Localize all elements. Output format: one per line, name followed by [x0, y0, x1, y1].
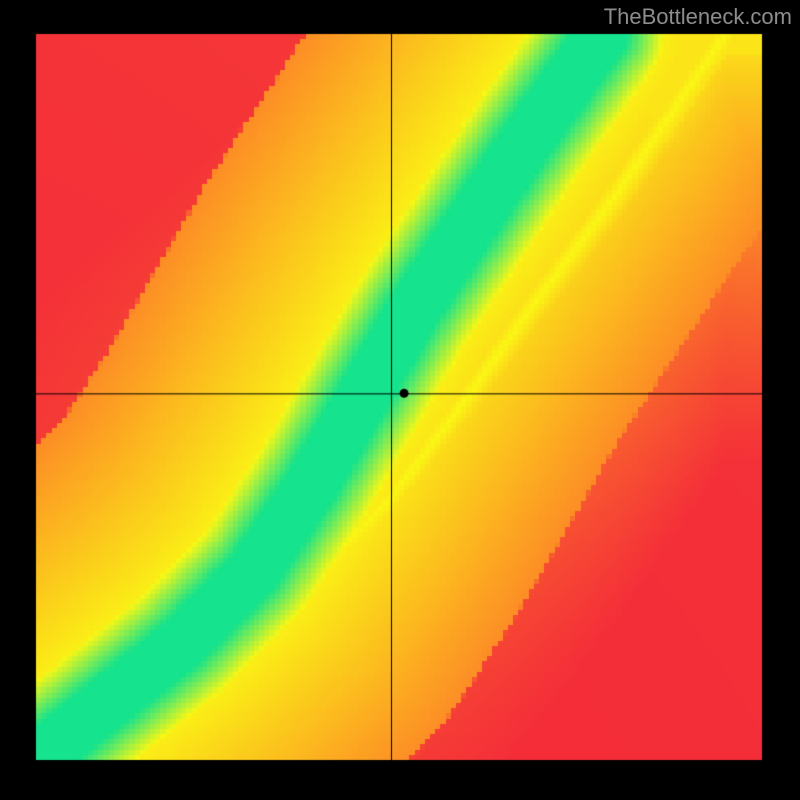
chart-container: TheBottleneck.com	[0, 0, 800, 800]
attribution-text: TheBottleneck.com	[604, 4, 792, 30]
heatmap-canvas	[0, 0, 800, 800]
